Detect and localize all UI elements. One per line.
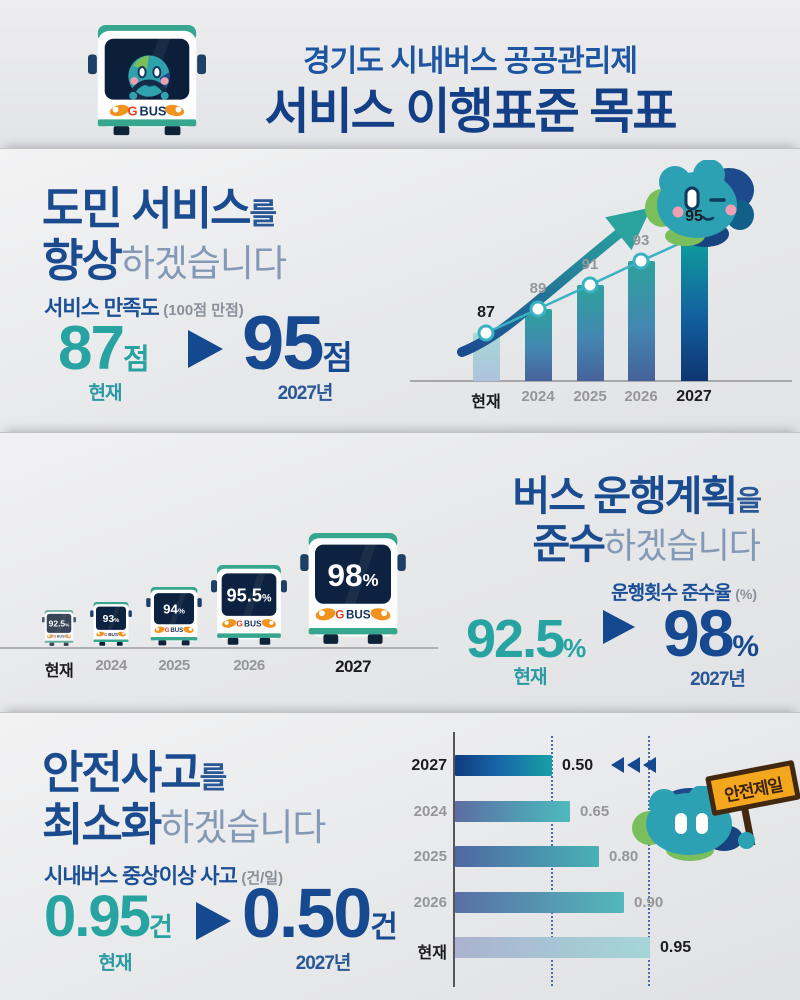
bus-windshield-value: 95.5%	[227, 586, 272, 606]
accident-bar	[455, 801, 570, 822]
accident-bar-value: 0.65	[580, 803, 610, 820]
satisfaction-bar-value: 95	[685, 208, 703, 225]
globe-mascot-safety	[632, 786, 743, 861]
bus-chart-category: 2024	[95, 657, 127, 674]
bus-chart-item: 94% GBUS	[146, 587, 202, 652]
current-reference-line	[648, 736, 650, 986]
section2-background	[0, 432, 800, 713]
section1-metric-label: 서비스 만족도 (100점 만점)	[44, 297, 244, 320]
satisfaction-bar	[680, 237, 708, 381]
satisfaction-bar-category: 2027	[676, 388, 712, 405]
mascot-left-eye	[675, 813, 687, 834]
gbus-logo: GBUS	[236, 619, 262, 629]
bus-chart-category: 2025	[158, 657, 190, 674]
bus-chart-category: 현재	[44, 663, 74, 680]
accident-bar-category: 2024	[413, 803, 447, 820]
bus-illustration: 98% G BUS	[300, 533, 406, 644]
satisfaction-bar-category: 2026	[624, 388, 658, 405]
bus-chart-item: 93% GBUS	[90, 602, 132, 652]
section2-heading-line1: 버스 운행계획을	[512, 473, 762, 519]
section1-current-value: 87점	[58, 314, 150, 383]
satisfaction-trend-overlay	[457, 207, 703, 357]
section3-metric-label: 시내버스 중상이상 사고 (건/일)	[44, 865, 284, 888]
accident-bar	[455, 846, 599, 867]
accident-bar	[455, 892, 624, 913]
decrease-triple-arrows-icon	[608, 757, 656, 778]
satisfaction-bar-value: 93	[632, 232, 650, 249]
satisfaction-bar	[524, 309, 552, 381]
section3-heading-line1: 안전사고를	[42, 747, 227, 798]
bus-windshield-value: 93%	[103, 614, 121, 625]
accident-bar-value: 0.50	[562, 757, 594, 774]
section1-chart-baseline	[410, 380, 792, 382]
section3-target-value: 0.50건	[242, 874, 398, 952]
header-subtitle: 경기도 시내버스 공공관리제	[303, 45, 638, 78]
section2-metric-label: 운행횟수 준수율 (%)	[611, 583, 757, 604]
improvement-arrow-icon	[188, 330, 223, 368]
bus-windshield-value: 92.5%	[49, 619, 71, 629]
accident-bar-category: 현재	[417, 945, 447, 962]
bus-chart-item: 98% G BUS	[300, 533, 406, 652]
bus-chart-category: 2026	[233, 657, 265, 674]
section2-target-label: 2027년	[690, 669, 746, 690]
bus-illustration: 93% GBUS	[90, 602, 132, 646]
section3-current-label: 현재	[98, 953, 133, 974]
accident-bar-category: 2026	[413, 894, 447, 911]
safety-sign-text: 안전제일	[722, 775, 784, 805]
satisfaction-bar-category: 2024	[521, 388, 555, 405]
mascot-right-eye	[696, 813, 708, 834]
section2-current-label: 현재	[513, 667, 548, 688]
mascot-open-eye	[684, 186, 700, 211]
gbus-logo: GBUS	[165, 627, 184, 634]
page-title: 서비스 이행표준 목표	[264, 85, 678, 139]
reduction-arrow-icon	[196, 902, 231, 940]
accident-bar-value: 0.90	[634, 894, 664, 911]
satisfaction-bar	[576, 285, 604, 381]
bus-illustration: 94% GBUS	[146, 587, 202, 646]
gbus-logo: GBUS	[104, 632, 118, 637]
satisfaction-bar	[627, 261, 655, 381]
bus-illustration: 92.5% GBUS	[42, 610, 76, 646]
bus-chart-ground-line	[0, 647, 438, 649]
satisfaction-bar-value: 91	[581, 256, 599, 273]
satisfaction-bar-category: 2025	[573, 388, 607, 405]
globe-mascot-winking	[645, 160, 754, 247]
accident-bar-category: 2025	[413, 848, 447, 865]
accident-chart-axis	[453, 732, 455, 987]
section3-target-label: 2027년	[295, 953, 352, 974]
bus-chart-item: 92.5% GBUS	[42, 610, 76, 652]
gbus-logo: GBUS	[53, 635, 65, 639]
accident-bar-value: 0.80	[609, 848, 639, 865]
section1-target-value: 95점	[242, 301, 353, 386]
satisfaction-bar-value: 89	[529, 280, 547, 297]
section1-current-label: 현재	[88, 383, 123, 404]
section1-heading-line1: 도민 서비스를	[42, 183, 277, 234]
bus-chart-category: 2027	[335, 657, 371, 676]
compliance-arrow-icon	[603, 610, 635, 644]
section2-target-value: 98%	[663, 596, 759, 670]
mascot-hand	[738, 832, 755, 849]
section3-background	[0, 712, 800, 1000]
accident-bar	[455, 755, 552, 776]
gbus-mascot-bus-illustration: G BUS	[88, 24, 206, 136]
accident-bar-category: 2027	[411, 757, 447, 774]
section2-current-value: 92.5%	[466, 609, 586, 669]
section1-heading-line2: 향상하겠습니다	[42, 235, 287, 286]
satisfaction-bar-value: 87	[477, 304, 495, 321]
section1-target-label: 2027년	[277, 383, 334, 404]
section3-heading-line2: 최소화하겠습니다	[42, 799, 326, 850]
growth-arrow-icon	[457, 207, 652, 357]
accident-bar	[455, 937, 650, 958]
section3-current-value: 0.95건	[44, 884, 173, 949]
accident-bar-value: 0.95	[660, 939, 692, 956]
bus-chart-item: 95.5% GBUS	[211, 565, 287, 652]
satisfaction-bar-category: 현재	[471, 394, 501, 411]
section2-heading-line2: 준수하겠습니다	[532, 521, 761, 567]
bus-illustration: 95.5% GBUS	[211, 565, 287, 645]
